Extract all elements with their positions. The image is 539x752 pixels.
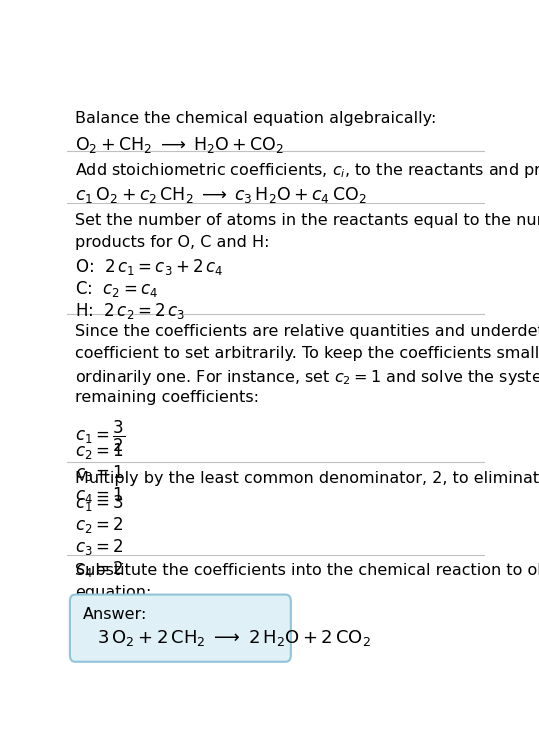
- Text: $c_1 = 3$: $c_1 = 3$: [75, 493, 123, 513]
- Text: equation:: equation:: [75, 585, 151, 600]
- Text: $c_1 = \dfrac{3}{2}$: $c_1 = \dfrac{3}{2}$: [75, 419, 125, 453]
- Text: $c_2 = 2$: $c_2 = 2$: [75, 514, 123, 535]
- Text: $c_4 = 1$: $c_4 = 1$: [75, 484, 123, 505]
- Text: remaining coefficients:: remaining coefficients:: [75, 390, 259, 405]
- Text: C:  $c_2 = c_4$: C: $c_2 = c_4$: [75, 279, 158, 299]
- Text: Substitute the coefficients into the chemical reaction to obtain the balanced: Substitute the coefficients into the che…: [75, 563, 539, 578]
- Text: Since the coefficients are relative quantities and underdetermined, choose a: Since the coefficients are relative quan…: [75, 323, 539, 338]
- Text: Set the number of atoms in the reactants equal to the number of atoms in the: Set the number of atoms in the reactants…: [75, 213, 539, 228]
- Text: ordinarily one. For instance, set $c_2 = 1$ and solve the system of equations fo: ordinarily one. For instance, set $c_2 =…: [75, 368, 539, 387]
- Text: $3\,\mathrm{O_2} + 2\,\mathrm{CH_2} \;\longrightarrow\; 2\,\mathrm{H_2O} + 2\,\m: $3\,\mathrm{O_2} + 2\,\mathrm{CH_2} \;\l…: [96, 628, 371, 648]
- Text: O:  $2\,c_1 = c_3 + 2\,c_4$: O: $2\,c_1 = c_3 + 2\,c_4$: [75, 257, 224, 277]
- Text: Answer:: Answer:: [83, 607, 148, 622]
- Text: Multiply by the least common denominator, 2, to eliminate fractional coefficient: Multiply by the least common denominator…: [75, 471, 539, 486]
- Text: $c_3 = 1$: $c_3 = 1$: [75, 462, 123, 483]
- FancyBboxPatch shape: [70, 595, 291, 662]
- Text: $\mathrm{O_2 + CH_2 \;\longrightarrow\; H_2O + CO_2}$: $\mathrm{O_2 + CH_2 \;\longrightarrow\; …: [75, 135, 284, 155]
- Text: H:  $2\,c_2 = 2\,c_3$: H: $2\,c_2 = 2\,c_3$: [75, 301, 185, 321]
- Text: coefficient to set arbitrarily. To keep the coefficients small, the arbitrary va: coefficient to set arbitrarily. To keep …: [75, 346, 539, 361]
- Text: products for O, C and H:: products for O, C and H:: [75, 235, 270, 250]
- Text: $c_1\, \mathrm{O_2} + c_2\, \mathrm{CH_2} \;\longrightarrow\; c_3\, \mathrm{H_2O: $c_1\, \mathrm{O_2} + c_2\, \mathrm{CH_2…: [75, 185, 367, 205]
- Text: Balance the chemical equation algebraically:: Balance the chemical equation algebraica…: [75, 111, 436, 126]
- Text: Add stoichiometric coefficients, $c_i$, to the reactants and products:: Add stoichiometric coefficients, $c_i$, …: [75, 161, 539, 180]
- Text: $c_4 = 2$: $c_4 = 2$: [75, 559, 123, 579]
- Text: $c_2 = 1$: $c_2 = 1$: [75, 441, 123, 460]
- Text: $c_3 = 2$: $c_3 = 2$: [75, 537, 123, 556]
